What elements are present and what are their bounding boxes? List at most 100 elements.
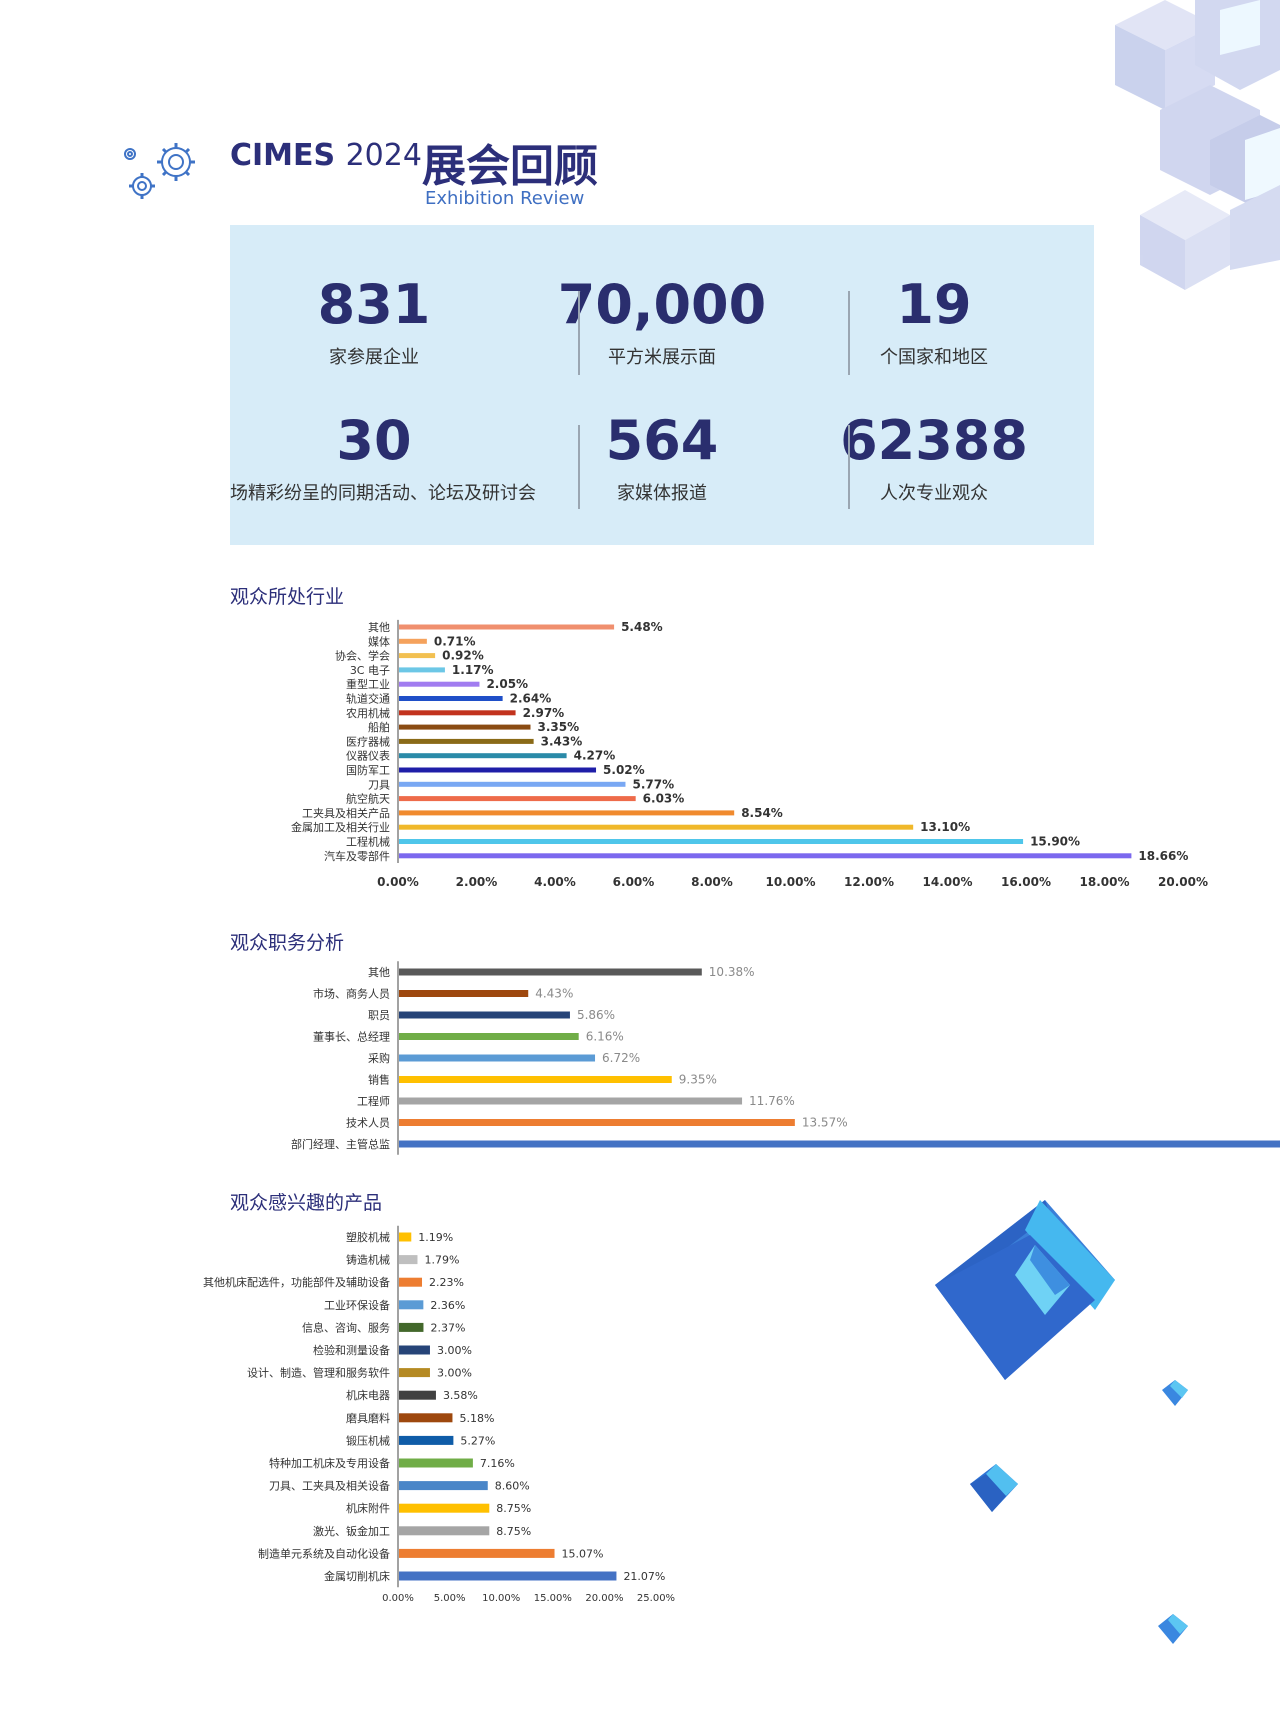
data-label: 6.16% [586, 1030, 624, 1044]
tick-label: 14.00% [923, 875, 973, 889]
chart-title-industry: 观众所处行业 [230, 586, 345, 608]
stat-value: 62388 [840, 409, 1028, 472]
data-label: 2.23% [429, 1276, 464, 1289]
data-label: 5.48% [621, 620, 663, 634]
bar [399, 638, 427, 644]
bar [399, 990, 529, 997]
data-label: 1.17% [452, 663, 494, 677]
category-label: 检验和测量设备 [313, 1343, 390, 1357]
tick-label: 16.00% [1001, 875, 1051, 889]
category-label: 船舶 [368, 720, 390, 734]
bar [399, 1548, 555, 1558]
category-label: 职员 [368, 1009, 390, 1022]
stat-divider [578, 291, 580, 375]
data-label: 5.18% [459, 1412, 494, 1425]
stat-area: 70,000 平方米展示面 [518, 275, 806, 369]
tick-label: 4.00% [534, 875, 576, 889]
data-label: 2.97% [523, 706, 565, 720]
bar [399, 1435, 454, 1445]
data-label: 15.07% [562, 1547, 604, 1560]
stat-label: 平方米展示面 [608, 347, 716, 368]
tick-label: 25.00% [637, 1593, 675, 1604]
data-label: 0.71% [434, 634, 476, 648]
bar [399, 1119, 795, 1126]
category-label: 国防军工 [346, 763, 390, 777]
stat-divider [848, 425, 850, 509]
tick-label: 6.00% [613, 875, 655, 889]
data-label: 8.75% [496, 1525, 531, 1538]
category-label: 董事长、总经理 [313, 1030, 390, 1044]
bar [399, 681, 480, 687]
data-label: 2.05% [486, 677, 528, 691]
data-label: 11.76% [749, 1094, 795, 1108]
stat-divider [578, 425, 580, 509]
tick-label: 0.00% [382, 1593, 414, 1604]
stat-value: 70,000 [557, 273, 767, 336]
category-label: 设计、制造、管理和服务软件 [247, 1366, 390, 1380]
category-label: 塑胶机械 [346, 1230, 390, 1244]
category-label: 市场、商务人员 [313, 987, 390, 1001]
tick-label: 10.00% [766, 875, 816, 889]
category-label: 锻压机械 [346, 1433, 390, 1447]
tick-label: 20.00% [585, 1593, 623, 1604]
bar [399, 1054, 596, 1062]
bar [399, 1300, 424, 1310]
decorative-cubes-top-right [1115, 0, 1280, 290]
stat-media: 564 家媒体报道 [518, 411, 806, 505]
category-label: 机床电器 [346, 1388, 390, 1402]
data-label: 8.54% [741, 806, 783, 820]
bar [399, 696, 503, 701]
bar [399, 1140, 1280, 1148]
page-header: CIMES 2024 展会回顾 Exhibition Review [120, 130, 720, 220]
stat-divider [848, 291, 850, 375]
category-label: 刀具 [368, 778, 390, 791]
data-label: 2.36% [430, 1299, 465, 1312]
bar [399, 738, 534, 744]
data-label: 6.72% [602, 1051, 640, 1065]
data-label: 3.35% [537, 720, 579, 734]
tick-label: 5.00% [434, 1593, 466, 1604]
bar [399, 753, 567, 759]
category-label: 协会、学会 [335, 649, 390, 663]
category-label: 销售 [368, 1073, 390, 1087]
category-label: 轨道交通 [346, 692, 390, 706]
stat-label: 家参展企业 [329, 347, 419, 368]
data-label: 21.07% [623, 1570, 665, 1583]
stat-countries: 19 个国家和地区 [790, 275, 1078, 369]
stat-label: 场精彩纷呈的同期活动、论坛及研讨会 [230, 483, 536, 504]
tick-label: 2.00% [456, 875, 498, 889]
category-label: 汽车及零部件 [324, 849, 390, 863]
data-label: 13.10% [920, 820, 970, 834]
category-label: 工程机械 [346, 835, 390, 849]
bar [399, 853, 1132, 859]
bar [399, 667, 445, 673]
bar [399, 796, 636, 802]
bar [399, 1277, 423, 1287]
data-label: 4.27% [574, 749, 616, 763]
category-label: 工夹具及相关产品 [302, 806, 390, 820]
page-title: 展会回顾 [422, 141, 598, 192]
decorative-cube-small-1 [1162, 1380, 1188, 1406]
stat-visitors: 62388 人次专业观众 [790, 411, 1078, 505]
bar [399, 839, 1024, 844]
decorative-cube-small-3 [1158, 1614, 1188, 1644]
stat-value: 831 [317, 273, 431, 336]
bar [399, 1526, 490, 1536]
category-label: 其他 [368, 966, 390, 979]
data-label: 10.38% [709, 965, 755, 979]
bar [399, 1503, 490, 1513]
category-label: 磨具磨料 [346, 1411, 390, 1425]
bar [399, 1011, 570, 1019]
stats-panel: 831 家参展企业 70,000 平方米展示面 19 个国家和地区 30 场精彩… [230, 225, 1094, 545]
category-label: 信息、咨询、服务 [302, 1320, 390, 1334]
stat-value: 19 [896, 273, 972, 336]
bar [399, 1368, 430, 1378]
stat-label: 个国家和地区 [880, 347, 988, 368]
page-subtitle: Exhibition Review [425, 188, 585, 209]
bar [399, 1033, 579, 1040]
category-label: 特种加工机床及专用设备 [269, 1456, 390, 1470]
brand-name: CIMES 2024 [230, 138, 422, 173]
data-label: 2.37% [430, 1321, 465, 1334]
category-label: 刀具、工夹具及相关设备 [269, 1479, 390, 1493]
